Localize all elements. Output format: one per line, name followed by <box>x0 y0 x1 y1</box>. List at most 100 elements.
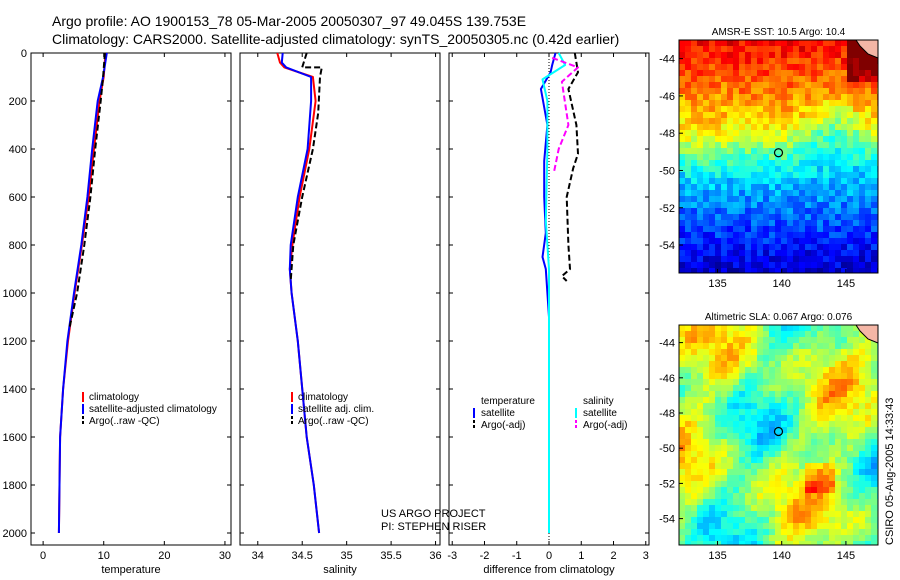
sla-field-cell <box>763 463 769 469</box>
sla-field-cell <box>697 499 703 505</box>
sst-field-cell <box>745 220 751 226</box>
sst-field-cell <box>763 148 769 154</box>
sst-field-cell <box>709 118 715 124</box>
sla-field-cell <box>745 535 751 541</box>
sst-field-cell <box>793 208 799 214</box>
sst-field-cell <box>847 64 853 70</box>
sst-field-cell <box>787 238 793 244</box>
sst-field-cell <box>871 142 877 148</box>
sla-field-cell <box>727 541 733 545</box>
sla-field-cell <box>763 331 769 337</box>
sst-field-cell <box>829 208 835 214</box>
sla-field-cell <box>799 337 805 343</box>
sla-field-cell <box>799 373 805 379</box>
sla-field-cell <box>685 361 691 367</box>
sst-field-cell <box>865 124 871 130</box>
sst-field-cell <box>709 112 715 118</box>
sst-field-cell <box>703 226 709 232</box>
sla-field-cell <box>847 349 853 355</box>
sst-field-cell <box>739 196 745 202</box>
sla-field-cell <box>697 493 703 499</box>
sst-field-cell <box>679 106 685 112</box>
sst-field-cell <box>799 154 805 160</box>
sla-field-cell <box>787 415 793 421</box>
sst-field-cell <box>709 166 715 172</box>
sst-field-cell <box>859 190 865 196</box>
sla-field-cell <box>799 487 805 493</box>
sst-field-cell <box>793 112 799 118</box>
sst-field-cell <box>805 52 811 58</box>
sla-field-cell <box>769 337 775 343</box>
sst-field-cell <box>775 64 781 70</box>
sst-field-cell <box>703 238 709 244</box>
sst-field-cell <box>865 184 871 190</box>
sst-field-cell <box>691 250 697 256</box>
sst-field-cell <box>835 262 841 268</box>
sst-field-cell <box>829 250 835 256</box>
sst-field-cell <box>811 118 817 124</box>
sla-field-cell <box>817 421 823 427</box>
sst-field-cell <box>721 154 727 160</box>
sst-field-cell <box>835 202 841 208</box>
sst-field-cell <box>697 100 703 106</box>
sst-field-cell <box>859 244 865 250</box>
sla-field-cell <box>745 355 751 361</box>
sla-field-cell <box>859 535 865 541</box>
sla-field-cell <box>697 415 703 421</box>
sla-field-cell <box>793 487 799 493</box>
sst-field-cell <box>853 196 859 202</box>
sla-field-cell <box>739 481 745 487</box>
sla-field-cell <box>829 409 835 415</box>
sla-field-cell <box>829 451 835 457</box>
sla-field-cell <box>691 505 697 511</box>
sst-field-cell <box>859 58 865 64</box>
sst-field-cell <box>691 94 697 100</box>
sla-field-cell <box>685 541 691 545</box>
sst-field-cell <box>823 172 829 178</box>
sst-field-cell <box>871 268 877 273</box>
sla-field-cell <box>847 385 853 391</box>
sla-field-cell <box>805 337 811 343</box>
sla-field-cell <box>727 379 733 385</box>
sst-field-cell <box>775 214 781 220</box>
sst-field-cell <box>745 190 751 196</box>
sst-field-cell <box>679 76 685 82</box>
sst-field-cell <box>697 142 703 148</box>
sst-field-cell <box>823 118 829 124</box>
sla-field-cell <box>733 325 739 331</box>
sla-field-cell <box>739 445 745 451</box>
temp-ytick-label: 0 <box>21 48 27 60</box>
sst-field-cell <box>739 154 745 160</box>
sst-field-cell <box>733 130 739 136</box>
sla-field-cell <box>787 511 793 517</box>
sla-field <box>679 325 878 545</box>
sst-field-cell <box>799 58 805 64</box>
sst-field-cell <box>865 232 871 238</box>
sst-field-cell <box>835 154 841 160</box>
sst-field-cell <box>697 220 703 226</box>
sst-field-cell <box>691 208 697 214</box>
sst-field-cell <box>703 142 709 148</box>
sla-field-cell <box>859 403 865 409</box>
sla-field-cell <box>859 439 865 445</box>
sst-field-cell <box>841 238 847 244</box>
sla-field-cell <box>733 469 739 475</box>
sla-field-cell <box>763 421 769 427</box>
sla-field-cell <box>805 397 811 403</box>
sst-field-cell <box>745 106 751 112</box>
sla-field-cell <box>775 427 781 433</box>
sla-field-cell <box>787 385 793 391</box>
sst-field-cell <box>847 256 853 262</box>
sla-field-cell <box>685 535 691 541</box>
sla-field-cell <box>685 529 691 535</box>
sla-field-cell <box>781 361 787 367</box>
sla-field-cell <box>697 475 703 481</box>
sla-field-cell <box>685 379 691 385</box>
sla-field-cell <box>781 439 787 445</box>
sst-field-cell <box>853 112 859 118</box>
sla-field-cell <box>805 343 811 349</box>
sst-field-cell <box>811 196 817 202</box>
sla-field-cell <box>859 499 865 505</box>
sla-field-cell <box>739 373 745 379</box>
sst-field-cell <box>811 124 817 130</box>
